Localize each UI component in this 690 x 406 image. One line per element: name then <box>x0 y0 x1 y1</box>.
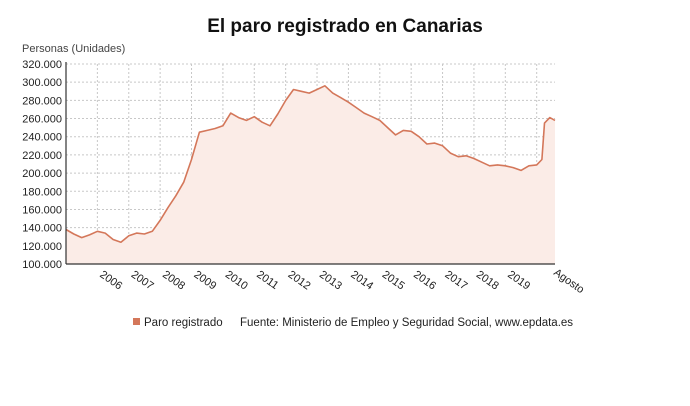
legend-swatch-paro-registrado <box>133 318 140 325</box>
x-tick-label: 2017 <box>443 269 470 293</box>
y-tick-label: 100.000 <box>22 259 62 271</box>
x-tick-label: 2011 <box>254 269 280 292</box>
series-fill <box>66 85 555 264</box>
series-area <box>65 85 556 264</box>
series-line-paro-registrado <box>65 85 556 243</box>
x-tick-label: 2006 <box>97 269 124 293</box>
y-axis-label: Personas (Unidades) <box>22 43 125 55</box>
x-tick-label: 2013 <box>317 269 344 293</box>
x-tick-label: 2010 <box>223 269 250 293</box>
axes <box>65 62 555 265</box>
x-tick-label: 2007 <box>129 269 156 293</box>
legend: Paro registrado Fuente: Ministerio de Em… <box>133 317 573 329</box>
y-tick-label: 200.000 <box>22 168 62 180</box>
y-tick-label: 280.000 <box>22 95 62 107</box>
y-tick-label: 300.000 <box>22 77 62 89</box>
chart-title: El paro registrado en Canarias <box>207 16 483 37</box>
y-tick-label: 180.000 <box>22 186 62 198</box>
legend-label-paro-registrado: Paro registrado <box>144 317 223 329</box>
x-tick-label: Agosto <box>551 267 586 296</box>
x-tick-label: 2014 <box>348 269 375 293</box>
x-tick-label: 2012 <box>286 269 313 293</box>
y-tick-label: 320.000 <box>22 59 62 71</box>
x-tick-label: 2018 <box>474 269 501 293</box>
y-tick-label: 120.000 <box>22 241 62 253</box>
y-tick-label: 140.000 <box>22 223 62 235</box>
x-ticks: 2006 2007 2008 2009 2010 2011 2012 2013 2014 2015… <box>97 267 586 296</box>
x-tick-label: 2019 <box>505 269 532 293</box>
x-tick-label: 2009 <box>191 269 218 293</box>
x-tick-label: 2008 <box>160 269 187 293</box>
y-tick-label: 220.000 <box>22 150 62 162</box>
y-tick-label: 160.000 <box>22 204 62 216</box>
y-ticks: 100.000 120.000 140.000 160.000 180.000 200.0… <box>22 59 62 271</box>
y-tick-label: 260.000 <box>22 114 62 126</box>
x-tick-label: 2016 <box>411 269 438 293</box>
y-tick-label: 240.000 <box>22 132 62 144</box>
chart-source: Fuente: Ministerio de Empleo y Seguridad… <box>240 317 573 329</box>
x-tick-label: 2015 <box>380 269 407 293</box>
